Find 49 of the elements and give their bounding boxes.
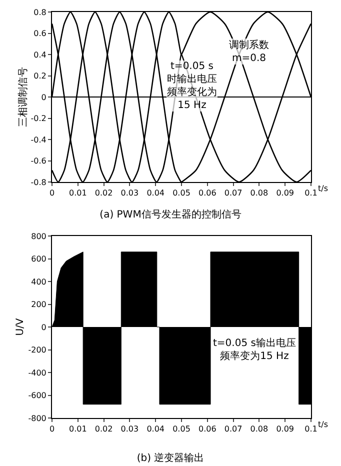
- x-tick-label: 0.09: [276, 424, 294, 434]
- y-axis-title: U/V: [15, 318, 26, 336]
- text: (a) PWM信号发生器的控制信号: [100, 208, 242, 221]
- y-tick-label: -400: [28, 368, 46, 378]
- x-axis-title: t/s: [318, 184, 328, 193]
- x-tick-label: 0.04: [146, 424, 165, 434]
- y-tick-label: 0.2: [34, 72, 46, 81]
- x-tick-label: 0.07: [224, 188, 242, 198]
- y-tick-label: 0.6: [34, 29, 46, 38]
- y-tick-label: -600: [28, 391, 46, 400]
- y-tick-label: 600: [31, 254, 46, 264]
- x-tick-label: 0.1: [304, 188, 318, 198]
- x-tick-label: 0.07: [224, 424, 242, 434]
- y-tick-label: -0.2: [30, 114, 46, 124]
- x-tick-label: 0.04: [146, 188, 165, 198]
- y-tick-label: -0.4: [30, 135, 46, 144]
- annotation: t=0.05 s时输出电压频率变化为15 Hz: [167, 61, 217, 111]
- x-tick-label: 0.06: [198, 188, 216, 198]
- x-tick-label: 0.03: [120, 424, 139, 434]
- x-tick-label: 0: [49, 188, 55, 198]
- x-tick-label: 0.08: [250, 188, 268, 198]
- x-tick-label: 0.05: [172, 188, 190, 198]
- x-tick-label: 0: [49, 424, 55, 434]
- y-tick-label: -200: [28, 346, 46, 355]
- x-tick-label: 0.01: [68, 424, 87, 434]
- x-tick-label: 0.08: [250, 424, 268, 434]
- y-tick-label: 0: [41, 92, 46, 102]
- x-tick-label: 0.02: [94, 424, 113, 434]
- x-tick-label: 0.1: [304, 424, 318, 434]
- x-tick-label: 0.06: [198, 424, 216, 434]
- x-tick-label: 0.09: [276, 188, 294, 198]
- x-tick-label: 0.02: [94, 188, 113, 198]
- x-tick-label: 0.03: [120, 188, 139, 198]
- annotation: 调制系数m=0.8: [229, 39, 269, 64]
- x-tick-label: 0.01: [68, 188, 87, 198]
- y-tick-label: 0.8: [34, 8, 46, 17]
- annotation: t=0.05 s输出电压频率变为15 Hz: [213, 337, 296, 362]
- y-tick-label: 200: [31, 300, 46, 310]
- y-axis-title: 三相调制信号: [16, 67, 29, 127]
- y-tick-label: 0.4: [34, 50, 46, 60]
- text: (b) 逆变器输出: [136, 452, 204, 464]
- x-axis-title: t/s: [318, 420, 328, 429]
- y-tick-label: 400: [31, 277, 46, 286]
- y-tick-label: -0.8: [30, 178, 46, 187]
- y-tick-label: 800: [31, 232, 46, 241]
- y-tick-label: 0: [41, 322, 46, 332]
- y-tick-label: -800: [28, 414, 46, 423]
- y-tick-label: -0.6: [30, 156, 46, 166]
- x-tick-label: 0.05: [172, 424, 190, 434]
